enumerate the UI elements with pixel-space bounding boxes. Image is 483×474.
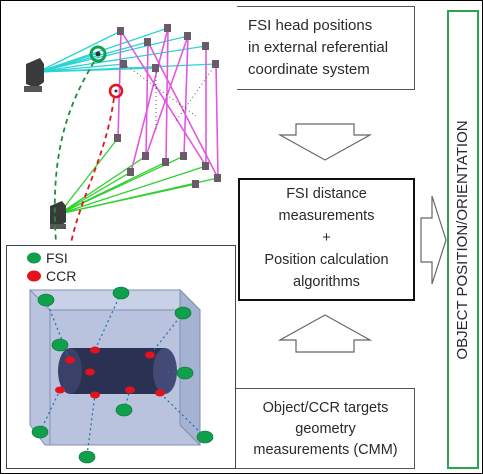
fsi-distance-box: [238, 178, 415, 301]
ccr-highlight-circle: [108, 83, 124, 99]
fsi-highlight-circle: [89, 45, 107, 63]
center-line2: measurements: [278, 208, 375, 224]
center-line1: FSI distance: [286, 186, 367, 202]
magenta-frames: [117, 27, 219, 179]
object-ccr-line2: geometry: [295, 421, 356, 437]
fsi-head-positions-box: [237, 6, 415, 90]
fsi-head-positions-line3: coordinate system: [248, 61, 370, 78]
tracker-scene-panel: [6, 6, 237, 244]
dotted-links: [123, 63, 217, 131]
object-ccr-line3: measurements (CMM): [253, 442, 398, 458]
green-beams: [58, 137, 219, 215]
object-ccr-line1: Object/CCR targets: [262, 400, 389, 416]
object-ccr-box: [236, 388, 415, 469]
fsi-head-positions-line2: in external referential: [248, 39, 389, 56]
fsi-heads: [114, 24, 221, 188]
fsi-targets: [31, 286, 214, 464]
ccr-targets: [55, 346, 165, 399]
legend-fsi-dot: [27, 252, 41, 264]
right-arrow: [420, 195, 447, 285]
cylinder: [58, 348, 177, 394]
laser-tracker-top: [24, 58, 44, 92]
red-dashed-path: [70, 97, 115, 244]
center-line4: Position calculation: [264, 252, 389, 268]
legend-fsi-label: FSI: [46, 250, 68, 266]
fsi-head-positions-line1: FSI head positions: [248, 17, 373, 34]
green-dashed-path: [53, 61, 95, 244]
cyan-beams: [37, 27, 217, 73]
center-line5: algorithms: [293, 274, 360, 290]
object-position-box: [447, 10, 479, 469]
down-arrow-top: [277, 123, 373, 161]
center-line3: +: [322, 230, 331, 246]
legend-ccr-label: CCR: [46, 268, 77, 284]
up-arrow-bottom: [277, 314, 373, 353]
legend-ccr-dot: [27, 270, 41, 282]
object-position-label: OBJECT POSITION/ORIENTATION: [454, 120, 471, 360]
tracker-scene-svg: [24, 24, 221, 244]
